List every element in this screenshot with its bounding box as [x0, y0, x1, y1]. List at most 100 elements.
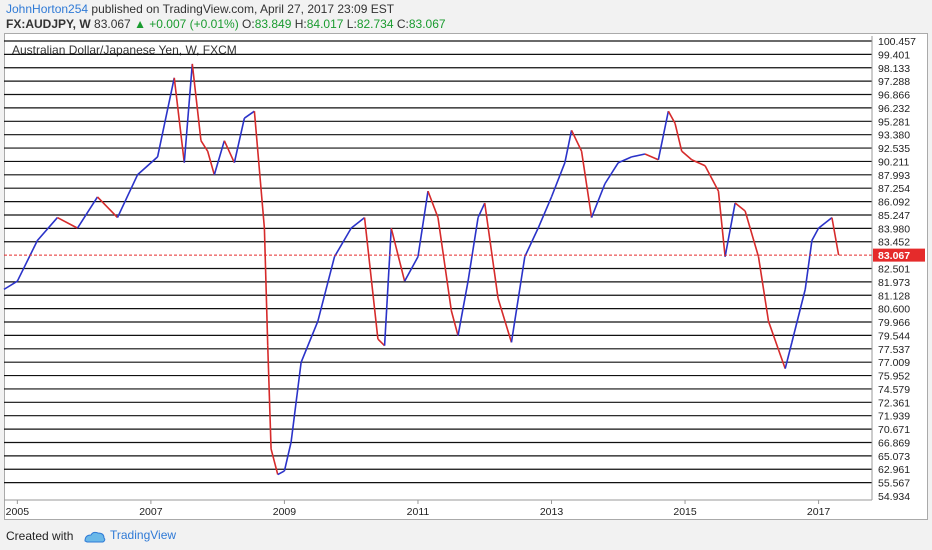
- series-segment-0: [3, 280, 18, 291]
- series-segment-42: [497, 298, 513, 343]
- series-segment-16: [233, 118, 246, 163]
- series-segment-29: [363, 217, 379, 340]
- series-segment-32: [390, 227, 406, 282]
- series-segment-30: [377, 338, 386, 347]
- y-tick-label: 86.092: [878, 197, 910, 209]
- series-segment-67: [777, 349, 786, 369]
- series-segment-55: [657, 111, 670, 160]
- series-segment-61: [717, 191, 726, 257]
- price-change: ▲ +0.007 (+0.01%): [134, 17, 239, 31]
- tradingview-brand[interactable]: TradingView: [110, 528, 177, 542]
- y-tick-label: 77.009: [878, 357, 910, 369]
- y-tick-label: 82.501: [878, 264, 910, 276]
- series-segment-56: [667, 110, 676, 124]
- close-value: 83.067: [408, 17, 446, 31]
- x-tick-label: 2017: [807, 506, 831, 518]
- series-segment-10: [183, 63, 194, 163]
- series-segment-8: [156, 77, 176, 158]
- y-tick-label: 80.600: [878, 304, 910, 316]
- y-tick-label: 74.579: [878, 384, 910, 396]
- series-segment-58: [681, 150, 693, 161]
- series-segment-38: [457, 281, 469, 336]
- y-tick-label: 79.544: [878, 330, 910, 342]
- series-segment-50: [590, 183, 606, 218]
- high-label: H:: [294, 17, 307, 31]
- series-segment-72: [818, 216, 833, 229]
- series-segment-33: [403, 256, 419, 282]
- x-tick-label: 2007: [139, 506, 163, 518]
- series-segment-52: [617, 156, 632, 164]
- series-segment-24: [290, 362, 302, 443]
- series-segment-15: [223, 140, 236, 164]
- y-tick-label: 96.866: [878, 90, 910, 102]
- series-segment-4: [76, 196, 99, 229]
- chart-title: Australian Dollar/Japanese Yen, W, FXCM: [12, 43, 237, 57]
- low-label: L:: [346, 17, 357, 31]
- series-segment-73: [831, 217, 840, 256]
- y-tick-label: 95.281: [878, 116, 910, 128]
- y-tick-label: 87.254: [878, 183, 910, 195]
- series-segment-14: [213, 140, 226, 176]
- y-tick-label: 87.993: [878, 170, 910, 182]
- open-label: O:: [242, 17, 255, 31]
- y-tick-label: 81.973: [878, 277, 910, 289]
- series-segment-44: [524, 227, 539, 258]
- series-segment-31: [383, 228, 393, 346]
- series-segment-27: [333, 227, 352, 258]
- series-segment-47: [564, 130, 573, 163]
- symbol-label[interactable]: FX:AUDJPY, W: [6, 17, 91, 31]
- series-segment-48: [570, 129, 583, 152]
- y-tick-label: 65.073: [878, 451, 910, 463]
- series-segment-26: [317, 256, 336, 322]
- chart-frame: [4, 33, 928, 520]
- series-segment-68: [784, 342, 793, 369]
- series-segment-53: [631, 153, 646, 158]
- y-tick-label: 55.567: [878, 478, 910, 490]
- series-segment-46: [550, 162, 566, 198]
- y-tick-label: 83.452: [878, 237, 910, 249]
- series-segment-41: [483, 202, 499, 299]
- series-segment-21: [270, 448, 279, 475]
- series-segment-20: [266, 345, 272, 449]
- x-tick-label: 2005: [6, 506, 30, 518]
- y-tick-label: 77.537: [878, 344, 910, 356]
- y-tick-label: 99.401: [878, 49, 910, 61]
- y-tick-label: 62.961: [878, 464, 910, 476]
- y-tick-label: 79.966: [878, 317, 910, 329]
- series-segment-11: [191, 63, 202, 141]
- close-label: C:: [396, 17, 409, 31]
- series-segment-35: [427, 190, 439, 218]
- series-segment-13: [206, 150, 216, 175]
- series-segment-18: [253, 111, 266, 229]
- series-segment-7: [137, 156, 159, 176]
- author-link[interactable]: JohnHorton254: [6, 2, 89, 16]
- published-text: published on TradingView.com, April 27, …: [91, 2, 395, 16]
- footer: Created with TradingView: [0, 522, 932, 550]
- series-segment-34: [417, 191, 429, 257]
- y-tick-label: 72.361: [878, 397, 910, 409]
- series-segment-59: [691, 159, 706, 167]
- x-tick-label: 2009: [273, 506, 297, 518]
- series-segment-69: [791, 289, 807, 343]
- series-segment-23: [283, 441, 292, 472]
- series-segment-3: [57, 216, 78, 229]
- series-segment-12: [200, 140, 209, 152]
- symbol-quote: FX:AUDJPY, W 83.067 ▲ +0.007 (+0.01%) O:…: [6, 17, 446, 31]
- tradingview-logo-icon: [84, 531, 106, 543]
- y-tick-label: 96.232: [878, 103, 910, 115]
- x-tick-label: 2011: [407, 506, 430, 518]
- series-segment-37: [450, 310, 459, 336]
- y-tick-label: 75.952: [878, 371, 910, 383]
- series-segment-28: [350, 216, 366, 229]
- last-price: 83.067: [94, 17, 131, 31]
- series-segment-71: [811, 227, 820, 241]
- series-segment-22: [277, 470, 285, 476]
- series-segment-1: [16, 240, 39, 282]
- y-tick-label: 97.288: [878, 76, 910, 88]
- series-segment-5: [96, 196, 119, 219]
- publish-info: JohnHorton254 published on TradingView.c…: [6, 2, 394, 16]
- y-tick-label: 85.247: [878, 210, 910, 222]
- series-segment-2: [36, 217, 59, 242]
- series-segment-40: [477, 202, 486, 218]
